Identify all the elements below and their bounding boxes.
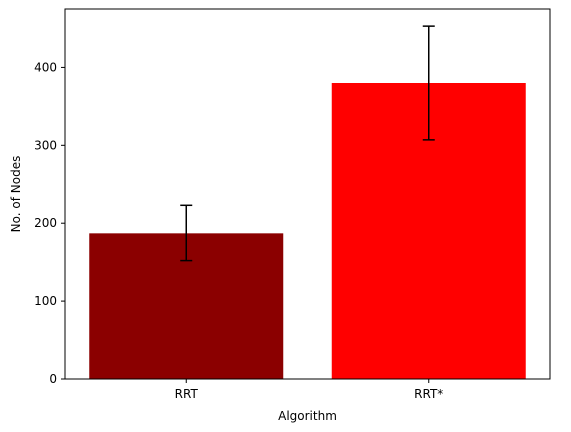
plot-frame <box>64 8 551 380</box>
y-tick-label: 200 <box>34 216 57 230</box>
y-axis-ticks: 0 100 200 300 400 <box>34 60 65 386</box>
x-axis-ticks: RRT RRT* <box>175 379 443 401</box>
y-tick-label: 100 <box>34 294 57 308</box>
error-bars <box>180 25 435 262</box>
x-tick-label: RRT <box>175 387 199 401</box>
x-tick-label: RRT* <box>414 387 443 401</box>
x-axis-label: Algorithm <box>278 409 337 423</box>
y-axis-label: No. of Nodes <box>9 156 23 233</box>
error-bar-rrt <box>180 204 193 262</box>
error-bar-rrtstar <box>422 25 435 141</box>
y-tick-label: 400 <box>34 60 57 74</box>
y-tick-label: 300 <box>34 138 57 152</box>
y-tick-label: 0 <box>49 372 57 386</box>
bars <box>89 83 526 379</box>
